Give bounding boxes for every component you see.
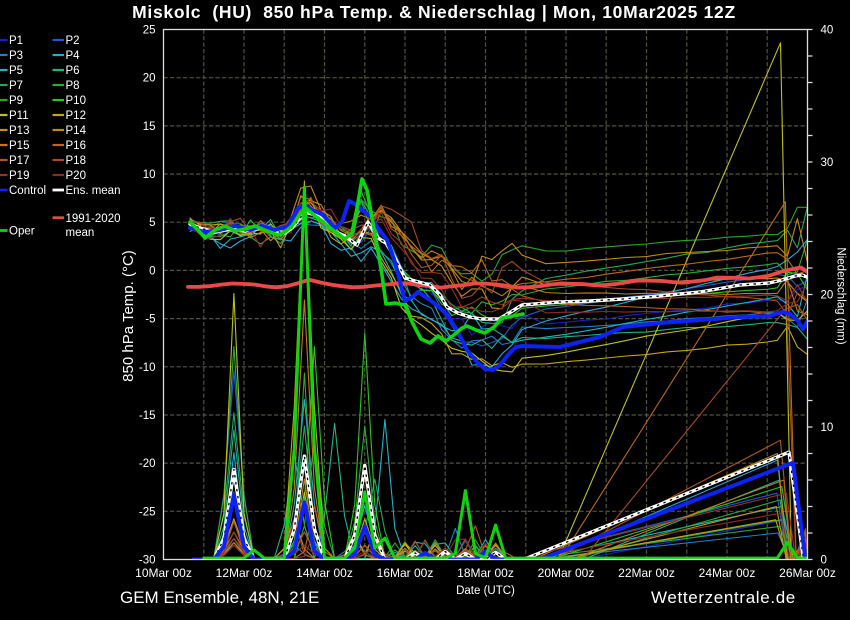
svg-text:P8: P8 xyxy=(66,80,80,92)
svg-text:Ens. mean: Ens. mean xyxy=(66,185,121,197)
svg-text:15: 15 xyxy=(143,121,156,133)
svg-text:20: 20 xyxy=(143,73,156,85)
svg-text:24Mar 00z: 24Mar 00z xyxy=(699,566,756,580)
svg-text:26Mar 00z: 26Mar 00z xyxy=(779,566,836,580)
svg-text:P15: P15 xyxy=(9,140,29,152)
svg-text:P6: P6 xyxy=(66,65,80,77)
svg-text:0: 0 xyxy=(821,555,827,567)
svg-text:P5: P5 xyxy=(9,65,23,77)
svg-text:10: 10 xyxy=(143,169,156,181)
svg-text:30: 30 xyxy=(821,157,834,169)
svg-text:20: 20 xyxy=(821,290,834,302)
svg-text:1991-2020: 1991-2020 xyxy=(66,213,121,225)
svg-text:P14: P14 xyxy=(66,125,87,137)
svg-text:10Mar 00z: 10Mar 00z xyxy=(135,566,192,580)
svg-text:P7: P7 xyxy=(9,80,23,92)
svg-text:-10: -10 xyxy=(139,362,156,374)
svg-text:12Mar 00z: 12Mar 00z xyxy=(216,566,273,580)
svg-text:mean: mean xyxy=(66,227,95,239)
svg-text:40: 40 xyxy=(821,25,834,37)
svg-text:Niederschlag (mm): Niederschlag (mm) xyxy=(835,247,847,344)
svg-text:P19: P19 xyxy=(9,170,29,182)
svg-text:-20: -20 xyxy=(139,458,156,470)
svg-text:P20: P20 xyxy=(66,170,86,182)
svg-text:Oper: Oper xyxy=(9,226,35,238)
svg-text:P9: P9 xyxy=(9,95,23,107)
svg-text:14Mar 00z: 14Mar 00z xyxy=(296,566,353,580)
svg-text:5: 5 xyxy=(149,217,155,229)
svg-text:18Mar 00z: 18Mar 00z xyxy=(457,566,514,580)
svg-text:-5: -5 xyxy=(145,314,155,326)
svg-text:P2: P2 xyxy=(66,35,80,47)
svg-text:P1: P1 xyxy=(9,35,23,47)
svg-text:P12: P12 xyxy=(66,110,86,122)
svg-text:P16: P16 xyxy=(66,140,86,152)
svg-text:0: 0 xyxy=(149,265,155,277)
svg-text:P4: P4 xyxy=(66,50,81,62)
svg-text:P3: P3 xyxy=(9,50,23,62)
svg-text:P13: P13 xyxy=(9,125,29,137)
svg-text:22Mar 00z: 22Mar 00z xyxy=(618,566,675,580)
svg-text:-15: -15 xyxy=(139,410,156,422)
svg-text:20Mar 00z: 20Mar 00z xyxy=(538,566,595,580)
svg-text:25: 25 xyxy=(143,25,156,37)
svg-text:16Mar 00z: 16Mar 00z xyxy=(377,566,434,580)
svg-text:850 hPa Temp. (°C): 850 hPa Temp. (°C) xyxy=(120,250,137,382)
svg-text:10: 10 xyxy=(821,422,834,434)
svg-text:-30: -30 xyxy=(139,555,156,567)
svg-text:P18: P18 xyxy=(66,155,86,167)
svg-text:-25: -25 xyxy=(139,506,156,518)
svg-text:Control: Control xyxy=(9,185,46,197)
svg-text:GEM Ensemble, 48N, 21E: GEM Ensemble, 48N, 21E xyxy=(120,588,319,607)
svg-text:Date (UTC): Date (UTC) xyxy=(456,585,515,597)
svg-text:Wetterzentrale.de: Wetterzentrale.de xyxy=(651,588,796,607)
svg-text:Miskolc (HU) 850 hPa Temp. &: Miskolc (HU) 850 hPa Temp. & Niederschla… xyxy=(132,2,736,22)
svg-text:P11: P11 xyxy=(9,110,29,122)
svg-text:P17: P17 xyxy=(9,155,29,167)
svg-text:P10: P10 xyxy=(66,95,86,107)
